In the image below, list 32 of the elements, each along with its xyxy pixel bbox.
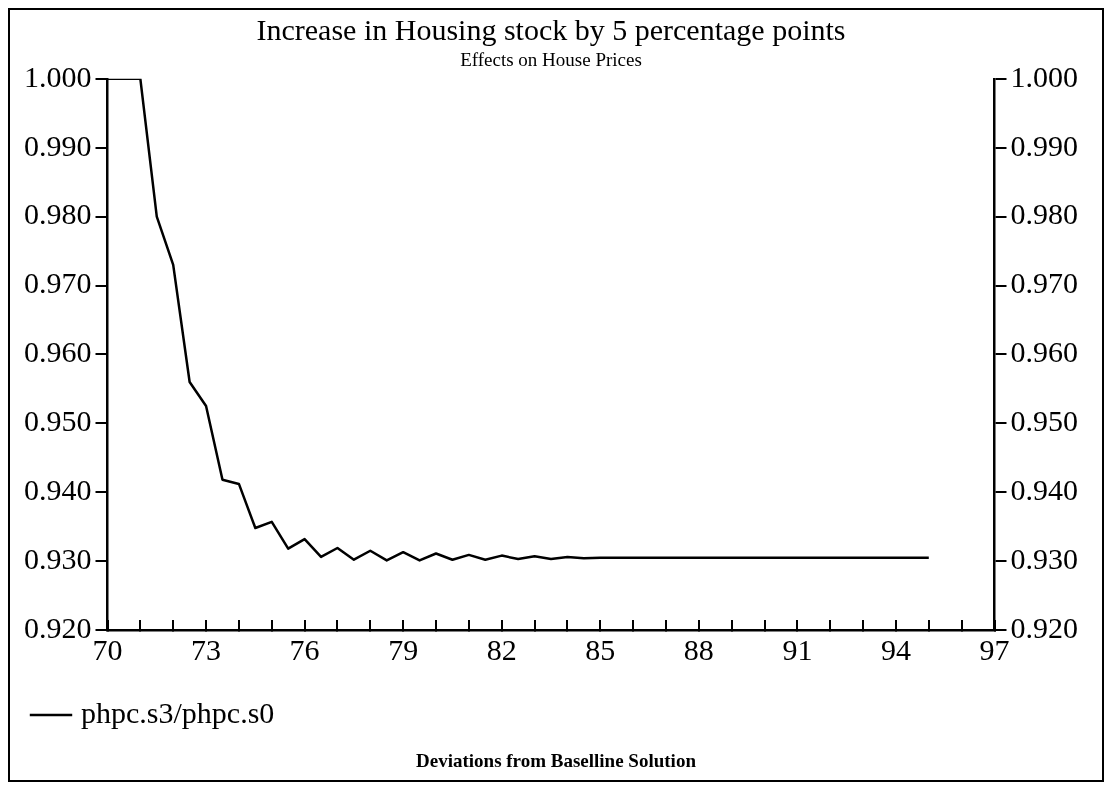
- y2-tick-label: 0.980: [1010, 197, 1078, 231]
- y2-tick-label: 0.920: [1010, 610, 1078, 644]
- y-tick-label: 0.920: [24, 610, 92, 644]
- y2-tick-label: 0.940: [1010, 473, 1078, 507]
- y2-tick-label: 0.990: [1010, 128, 1078, 162]
- y-tick-label: 0.990: [24, 128, 92, 162]
- y-tick-label: 0.960: [24, 335, 92, 369]
- x-tick-label: 91: [782, 632, 813, 666]
- y-tick-label: 0.970: [24, 266, 92, 300]
- legend-label: phpc.s3/phpc.s0: [81, 695, 275, 729]
- text: Deviations from Baselline Solution: [415, 750, 697, 773]
- x-tick-label: 85: [585, 632, 616, 666]
- y-tick-label: 0.930: [24, 541, 92, 575]
- chart-subtitle: Effects on House Prices: [460, 49, 642, 71]
- x-tick-label: 70: [92, 632, 123, 666]
- y-tick-label: 1.000: [24, 59, 92, 93]
- x-tick-label: 79: [388, 632, 419, 666]
- x-tick-label: 73: [191, 632, 222, 666]
- y-tick-label: 0.940: [24, 473, 92, 507]
- y2-tick-label: 1.000: [1010, 59, 1078, 93]
- y2-tick-label: 0.960: [1010, 335, 1078, 369]
- y-tick-label: 0.950: [24, 404, 92, 438]
- x-tick-label: 94: [880, 632, 911, 666]
- y2-tick-label: 0.970: [1010, 266, 1078, 300]
- chart-title: Increase in Housing stock by 5 percentage points: [256, 12, 846, 46]
- y-tick-label: 0.980: [24, 197, 92, 231]
- y2-tick-label: 0.950: [1010, 404, 1078, 438]
- x-tick-label: 76: [289, 632, 320, 666]
- x-tick-label: 82: [486, 632, 517, 666]
- y2-tick-label: 0.930: [1010, 541, 1078, 575]
- x-tick-label: 97: [979, 632, 1010, 666]
- x-tick-label: 88: [683, 632, 714, 666]
